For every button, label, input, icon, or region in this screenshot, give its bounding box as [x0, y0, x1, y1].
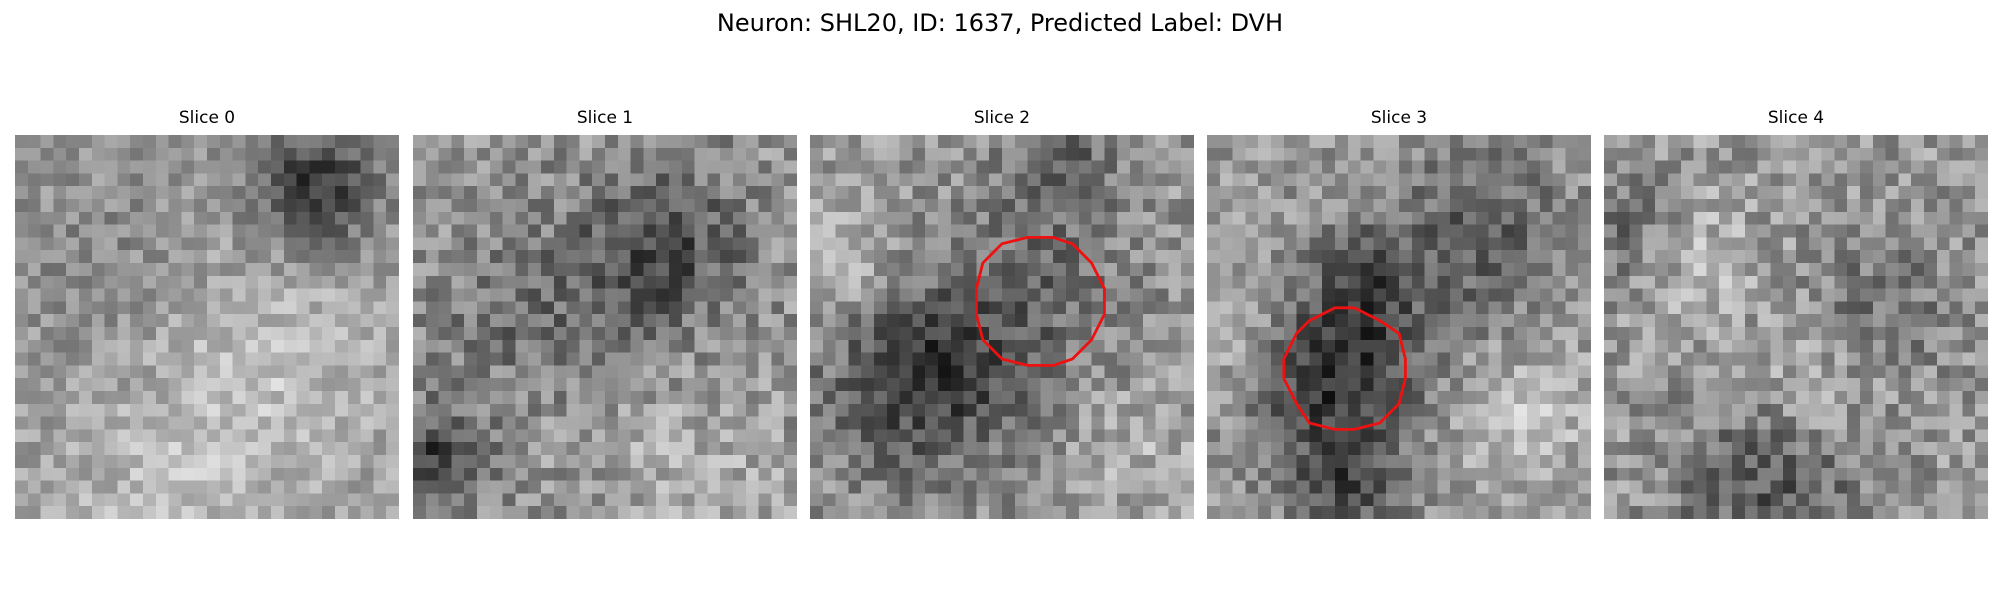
- slice-image: [413, 135, 797, 519]
- slice-image: [810, 135, 1194, 519]
- slice-title: Slice 1: [576, 108, 634, 128]
- slice-image: [1207, 135, 1591, 519]
- slice-image: [1604, 135, 1988, 519]
- slice-panel-4: Slice 4: [1604, 108, 1988, 519]
- slice-title: Slice 0: [178, 108, 236, 128]
- figure-title: Neuron: SHL20, ID: 1637, Predicted Label…: [716, 9, 1284, 37]
- slice-panel-2: Slice 2: [810, 108, 1194, 519]
- slice-panel-0: Slice 0: [15, 108, 399, 519]
- slice-title: Slice 4: [1767, 108, 1825, 128]
- slice-panel-1: Slice 1: [413, 108, 797, 519]
- slice-title: Slice 2: [973, 108, 1031, 128]
- slice-title: Slice 3: [1370, 108, 1428, 128]
- slice-image: [15, 135, 399, 519]
- slice-panel-3: Slice 3: [1207, 108, 1591, 519]
